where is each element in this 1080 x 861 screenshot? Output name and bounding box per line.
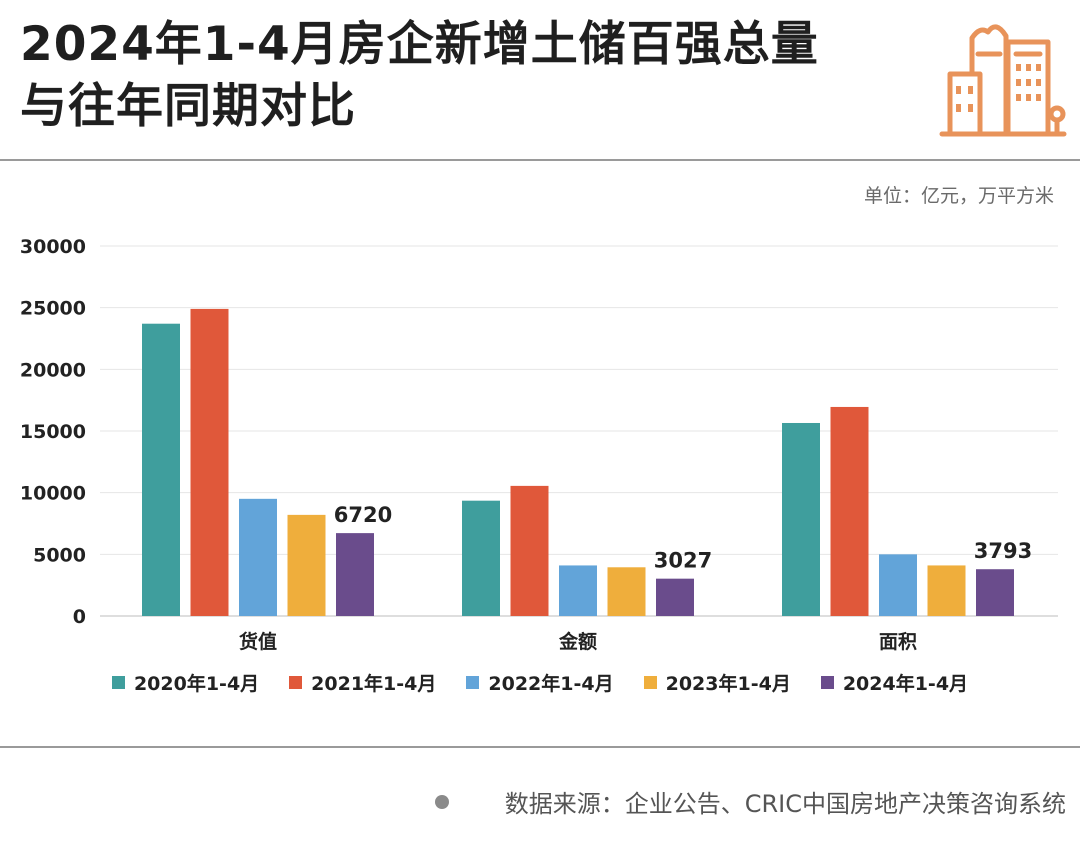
category-label: 金额: [558, 630, 597, 653]
bar: [927, 565, 966, 616]
legend-swatch: [466, 676, 480, 689]
source-text: 数据来源：企业公告、CRIC中国房地产决策咨询系统: [504, 790, 1066, 818]
bar: [239, 498, 277, 616]
data-label: 6720: [334, 503, 392, 527]
source-note: 数据来源：企业公告、CRIC中国房地产决策咨询系统: [434, 784, 1066, 819]
unit-label: 单位：亿元，万平方米: [863, 185, 1054, 207]
legend-swatch: [820, 676, 834, 689]
category-label: 面积: [879, 631, 917, 653]
y-tick-label: 25000: [20, 298, 86, 320]
bar: [782, 422, 820, 616]
bar: [656, 578, 694, 616]
building-icon: [939, 24, 1067, 137]
y-tick-label: 20000: [20, 359, 86, 381]
y-tick-label: 5000: [33, 544, 86, 566]
bar: [462, 500, 500, 616]
bullet-icon: [434, 794, 449, 809]
y-tick-label: 30000: [20, 236, 86, 258]
bar: [879, 554, 917, 616]
bar: [976, 569, 1014, 616]
legend-item: 2020年1-4月: [111, 669, 260, 696]
bar: [559, 565, 597, 616]
legend-label: 2022年1-4月: [488, 673, 614, 695]
legend-label: 2021年1-4月: [311, 673, 437, 695]
data-labels: 6720 3027 3793: [334, 503, 1032, 573]
y-tick-label: 15000: [20, 421, 86, 443]
legend-item: 2022年1-4月: [466, 669, 614, 696]
x-axis-categories: 货值 金额 面积: [239, 630, 917, 653]
legend-item: 2021年1-4月: [289, 669, 436, 696]
category-label: 货值: [239, 630, 277, 653]
data-label: 3793: [974, 539, 1032, 563]
legend-item: 2023年1-4月: [643, 669, 791, 696]
bar: [142, 323, 180, 616]
legend-label: 2023年1-4月: [665, 673, 791, 695]
title-line-2: 与往年同期对比: [20, 79, 356, 134]
legend-label: 2020年1-4月: [133, 673, 260, 695]
y-tick-label: 0: [73, 606, 86, 628]
header-divider: [0, 159, 1080, 161]
legend-label: 2024年1-4月: [842, 673, 969, 695]
bar: [190, 308, 229, 616]
bar: [607, 567, 646, 616]
title-line-1: 2024年1-4月房企新增土储百强总量: [20, 17, 819, 72]
legend-swatch: [289, 676, 303, 689]
bar: [336, 533, 374, 616]
footer-divider: [0, 746, 1080, 748]
y-axis-ticks: 0 5000 10000 15000 20000 25000 30000: [20, 236, 86, 628]
chart-title: 2024年1-4月房企新增土储百强总量 与往年同期对比: [20, 14, 819, 138]
bar-chart: 0 5000 10000 15000 20000 25000 30000 6720 3027 3…: [20, 236, 1058, 653]
legend-swatch: [111, 676, 125, 689]
bar: [510, 485, 549, 616]
bar: [287, 514, 326, 616]
legend-item: 2024年1-4月: [820, 669, 969, 696]
y-tick-label: 10000: [20, 483, 86, 505]
bar: [830, 406, 869, 616]
legend-swatch: [643, 676, 657, 689]
bars: [142, 308, 1014, 616]
data-label: 3027: [654, 549, 712, 573]
legend: 2020年1-4月 2021年1-4月 2022年1-4月 2023年1-4月 2024…: [0, 669, 1080, 696]
